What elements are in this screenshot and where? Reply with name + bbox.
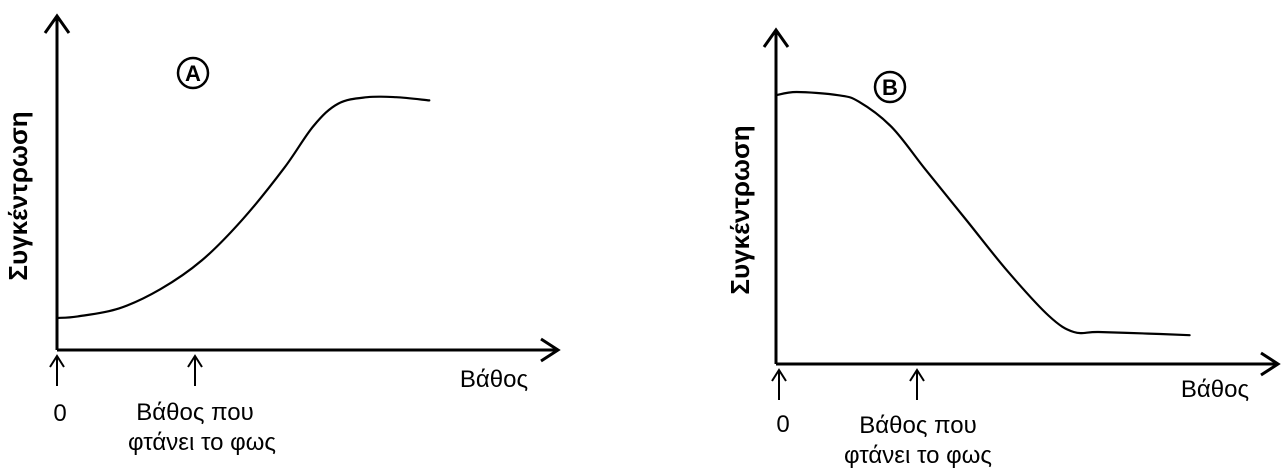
series-line-b — [774, 90, 1191, 337]
series-line-a — [55, 95, 431, 320]
x-tick-zero-a: 0 — [53, 400, 66, 427]
y-axis-label-a: Συγκέντρωση — [3, 111, 33, 280]
light-depth-marker-arrowhead-a — [187, 354, 203, 368]
x-tick-zero-b: 0 — [776, 411, 789, 438]
y-axis-label-b: Συγκέντρωση — [725, 125, 755, 294]
x-axis-arrowhead-b — [1260, 351, 1281, 377]
panel-b: Συγκέντρωση Βάθος Β 0 Βάθος που φτάνει τ… — [725, 27, 1281, 469]
panel-a: Συγκέντρωση Βάθος Α 0 Βάθος που φτάνει τ… — [3, 13, 561, 456]
panel-label-circle-a — [176, 56, 210, 90]
x-axis-label-b: Βάθος — [1181, 376, 1249, 403]
zero-marker-arrowhead-b — [771, 368, 787, 382]
panel-label-b: Β — [882, 75, 898, 100]
x-axis-label-a: Βάθος — [460, 366, 528, 393]
y-axis-arrowhead-b — [762, 27, 790, 48]
zero-marker-arrowhead-a — [49, 354, 65, 368]
panel-label-circle-b — [873, 70, 907, 104]
x-axis-arrowhead-a — [540, 337, 561, 363]
light-depth-label-line2-b: φτάνει το φως — [844, 442, 992, 469]
light-depth-label-line1-a: Βάθος που — [136, 399, 254, 426]
light-depth-marker-arrowhead-b — [909, 368, 925, 382]
y-axis-arrowhead-a — [43, 13, 71, 34]
panel-label-a: Α — [185, 61, 201, 86]
light-depth-label-line1-b: Βάθος που — [859, 412, 977, 439]
light-depth-label-line2-a: φτάνει το φως — [128, 429, 276, 456]
